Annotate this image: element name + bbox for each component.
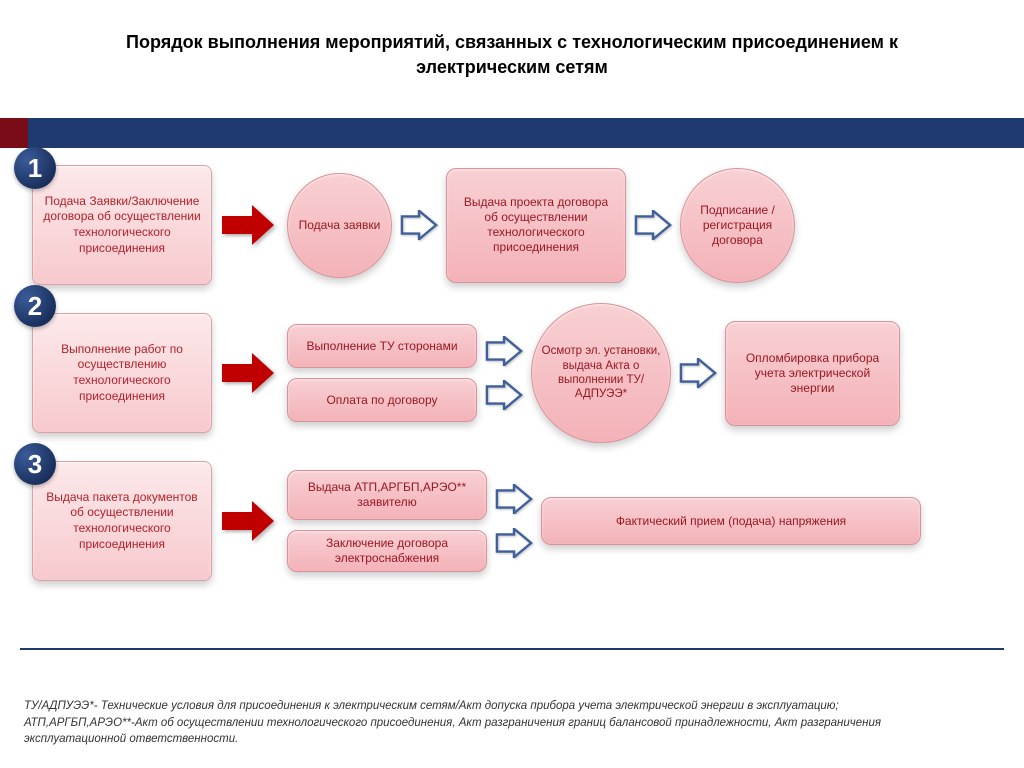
row-badge-1: 1 xyxy=(14,147,56,189)
footnotes: ТУ/АДПУЭЭ*- Технические условия для прис… xyxy=(24,698,984,748)
stage-box-3: Выдача пакета документов об осуществлени… xyxy=(32,461,212,581)
node-sign-register: Подписание / регистрация договора xyxy=(680,168,795,283)
node-issue-docs: Выдача АТП,АРГБП,АРЭО** заявителю xyxy=(287,470,487,520)
blue-arrow-icon xyxy=(679,358,717,388)
row-badge-3: 3 xyxy=(14,443,56,485)
arrow-stack xyxy=(487,484,541,558)
blue-arrow-icon xyxy=(485,336,523,366)
flow-row-2: 2 Выполнение работ по осуществлению техн… xyxy=(0,303,1024,443)
stage-box-1: Подача Заявки/Заключение договора об осу… xyxy=(32,165,212,285)
header-accent xyxy=(0,118,28,148)
blue-arrow-icon xyxy=(495,528,533,558)
stack-row-2: Выполнение ТУ сторонами Оплата по догово… xyxy=(287,324,477,422)
flow-row-1: 1 Подача Заявки/Заключение договора об о… xyxy=(0,165,1024,285)
node-submit-application: Подача заявки xyxy=(287,173,392,278)
page-title: Порядок выполнения мероприятий, связанны… xyxy=(0,0,1024,95)
footnote-2: АТП,АРГБП,АРЭО**-Акт об осуществлении те… xyxy=(24,715,984,748)
blue-arrow-icon xyxy=(634,210,672,240)
blue-arrow-icon xyxy=(400,210,438,240)
node-supply-contract: Заключение договора электроснабжения xyxy=(287,530,487,572)
node-actual-voltage: Фактический прием (подача) напряжения xyxy=(541,497,921,545)
node-payment: Оплата по договору xyxy=(287,378,477,422)
footer-divider xyxy=(20,648,1004,650)
blue-arrow-icon xyxy=(495,484,533,514)
header-bar xyxy=(0,118,1024,148)
blue-arrow-icon xyxy=(485,380,523,410)
red-arrow-icon xyxy=(222,353,277,393)
node-draft-contract: Выдача проекта договора об осуществлении… xyxy=(446,168,626,283)
stack-row-3: Выдача АТП,АРГБП,АРЭО** заявителю Заключ… xyxy=(287,470,487,572)
flow-row-3: 3 Выдача пакета документов об осуществле… xyxy=(0,461,1024,581)
row-badge-2: 2 xyxy=(14,285,56,327)
red-arrow-icon xyxy=(222,205,277,245)
arrow-stack xyxy=(477,336,531,410)
diagram-content: 1 Подача Заявки/Заключение договора об о… xyxy=(0,165,1024,599)
stage-box-2: Выполнение работ по осуществлению технол… xyxy=(32,313,212,433)
node-tu-execution: Выполнение ТУ сторонами xyxy=(287,324,477,368)
node-sealing-meter: Опломбировка прибора учета электрической… xyxy=(725,321,900,426)
red-arrow-icon xyxy=(222,501,277,541)
footnote-1: ТУ/АДПУЭЭ*- Технические условия для прис… xyxy=(24,698,984,715)
node-inspection-act: Осмотр эл. установки, выдача Акта о выпо… xyxy=(531,303,671,443)
